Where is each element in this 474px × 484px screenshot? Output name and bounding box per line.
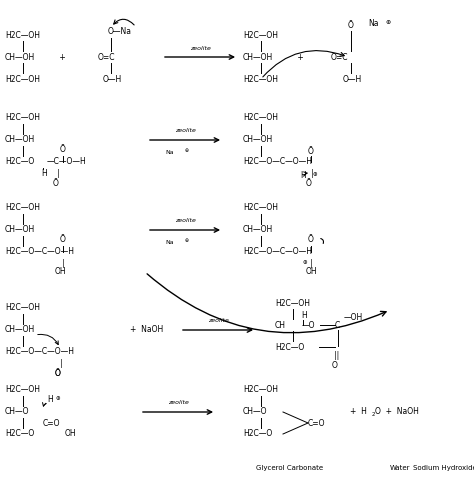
Text: H2C—OH: H2C—OH [243,114,278,122]
Text: H2C—O—C—O—H: H2C—O—C—O—H [243,157,312,166]
Text: Na: Na [165,240,173,244]
Text: CH—O: CH—O [5,408,29,417]
Text: H2C—OH: H2C—OH [5,385,40,394]
Text: Ō: Ō [60,236,66,244]
Text: O—H: O—H [343,75,362,84]
Text: C=O: C=O [43,420,61,428]
Text: C: C [335,320,340,330]
Text: +: + [295,52,304,61]
Text: Na: Na [165,150,173,154]
Text: Na: Na [368,18,379,28]
Text: H2C—O—C—O—H: H2C—O—C—O—H [5,348,74,357]
Text: CH—OH: CH—OH [5,226,35,235]
Text: H2C—OH: H2C—OH [5,114,40,122]
Text: H2C—OH: H2C—OH [243,385,278,394]
Text: H2C—O: H2C—O [5,157,34,166]
Text: H2C—OH: H2C—OH [5,75,40,84]
Text: ||: || [334,351,339,361]
Text: O: O [55,368,61,378]
Text: H: H [47,395,53,405]
Text: ⊕: ⊕ [56,396,61,402]
Text: O—H: O—H [103,75,122,84]
Text: zeolite: zeolite [208,318,228,322]
Text: H2C—OH: H2C—OH [243,203,278,212]
Text: Ō: Ō [306,179,312,187]
Text: zeolite: zeolite [168,399,189,405]
Text: O=C: O=C [331,52,348,61]
Text: CH—OH: CH—OH [5,136,35,145]
Text: H2C—O: H2C—O [5,429,34,439]
Text: H2C—O—C—O—H: H2C—O—C—O—H [243,247,312,257]
Text: CH—OH: CH—OH [243,226,273,235]
Text: H2C—OH: H2C—OH [243,30,278,40]
Text: +  H: + H [350,408,367,417]
Text: O=C: O=C [98,52,116,61]
Text: H2C—OH: H2C—OH [243,75,278,84]
Text: |: | [62,258,64,268]
Text: ⊕: ⊕ [185,239,189,243]
Text: CH—OH: CH—OH [243,52,273,61]
Text: H2C—OH: H2C—OH [5,30,40,40]
Text: O  +  NaOH: O + NaOH [375,408,419,417]
Text: O—Na: O—Na [108,28,132,36]
Text: Ō: Ō [55,368,61,378]
Text: 2: 2 [372,411,375,417]
Text: H2C—OH: H2C—OH [5,303,40,313]
Text: |: | [60,359,63,367]
Text: |: | [310,258,313,268]
Text: H2C—O: H2C—O [275,343,304,351]
Text: Ō: Ō [308,147,314,155]
Text: ⊕: ⊕ [185,149,189,153]
Text: zeolite: zeolite [190,45,210,50]
Text: CH—OH: CH—OH [243,136,273,145]
Text: CH—O: CH—O [243,408,267,417]
Text: Ō: Ō [53,179,59,187]
Text: |: | [57,168,60,178]
Text: H2C—O: H2C—O [243,429,272,439]
Text: Water: Water [390,465,410,471]
Text: OH: OH [65,429,77,439]
Text: CH—OH: CH—OH [5,52,35,61]
Text: Glycerol Carbonate: Glycerol Carbonate [256,465,324,471]
Text: Sodium Hydroxide: Sodium Hydroxide [413,465,474,471]
Text: H2C—OH: H2C—OH [275,299,310,307]
Text: zeolite: zeolite [174,217,195,223]
Text: Ō: Ō [60,146,66,154]
Text: H: H [300,171,306,181]
Text: |: | [311,168,314,178]
Text: H2C—O—C—O—H: H2C—O—C—O—H [5,247,74,257]
Text: H: H [301,311,307,319]
Text: H: H [41,169,47,179]
Text: +  NaOH: + NaOH [130,326,163,334]
Text: C=O: C=O [308,419,326,427]
Text: —OH: —OH [344,314,363,322]
Text: H2C—OH: H2C—OH [5,203,40,212]
Text: OH: OH [306,268,318,276]
Text: ⊕: ⊕ [313,172,318,178]
Text: —C—O—H: —C—O—H [47,157,87,166]
Text: CH: CH [275,320,286,330]
Text: zeolite: zeolite [174,127,195,133]
Text: ⊕: ⊕ [303,260,308,266]
Text: OH: OH [55,268,67,276]
Text: CH—OH: CH—OH [5,326,35,334]
Text: O: O [332,362,338,370]
Text: —O: —O [302,320,316,330]
Text: Ō: Ō [348,20,354,30]
Text: ⊕: ⊕ [385,19,390,25]
Text: +: + [57,52,66,61]
Text: Ō: Ō [308,236,314,244]
